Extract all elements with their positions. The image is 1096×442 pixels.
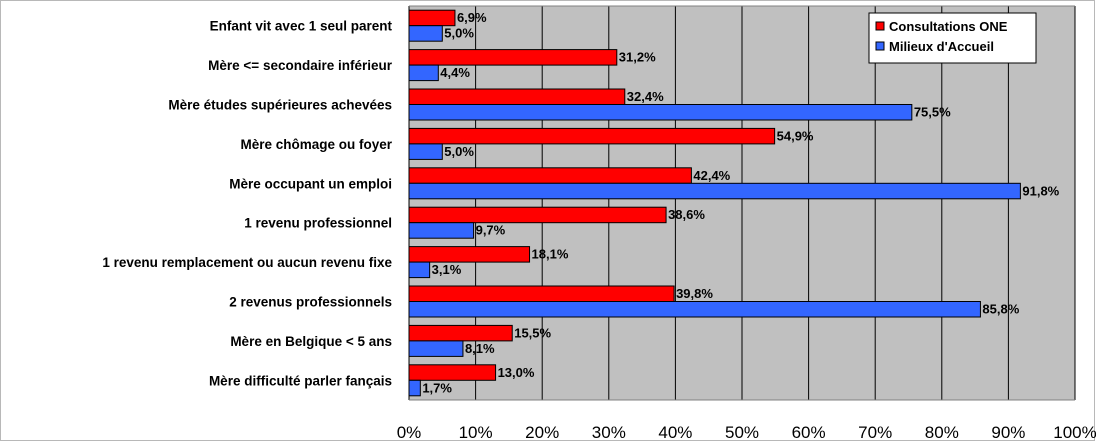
data-label: 4,4% [440,65,470,80]
x-tick-label: 50% [725,423,759,442]
data-label: 42,4% [693,168,730,183]
x-tick-label: 10% [459,423,493,442]
category-label: Mère occupant un emploi [229,176,392,191]
category-label: Mère <= secondaire inférieur [208,58,393,73]
bar-milieux-accueil [408,222,475,239]
data-label: 1,7% [422,380,452,395]
bar-consultations-one [408,364,497,381]
bar-milieux-accueil [408,182,1021,200]
legend-entry: Consultations ONE [889,19,1008,34]
category-label: Mère difficulté parler fançais [209,373,392,388]
x-tick-label: 0% [397,423,422,442]
bar-consultations-one [408,127,776,145]
legend-box [868,12,1037,64]
x-tick-label: 30% [592,423,626,442]
category-label: Enfant vit avec 1 seul parent [210,19,393,34]
bar-milieux-accueil [408,340,464,357]
x-tick-label: 100% [1053,423,1096,442]
data-label: 54,9% [777,128,814,143]
bar-milieux-accueil [408,301,981,318]
bar-milieux-accueil [408,104,913,121]
bars: 6,9%5,0%31,2%4,4%32,4%75,5%54,9%5,0%42,4… [408,9,1060,397]
data-label: 8,1% [465,341,495,356]
bar-consultations-one [408,324,513,342]
category-labels: Enfant vit avec 1 seul parent Mère <= sec… [102,19,392,389]
data-label: 85,8% [982,302,1019,317]
bar-milieux-accueil [408,143,443,160]
bar-consultations-one [408,246,531,263]
legend-entry: Milieux d'Accueil [889,39,994,54]
x-tick-label: 40% [658,423,692,442]
category-label: 2 revenus professionnels [229,295,392,310]
legend-swatch [875,41,885,51]
x-tick-label: 80% [925,423,959,442]
bar-consultations-one [408,88,626,105]
x-axis-tick-labels: 0% 10% 20% 30% 40% 50% 60% 70% 80% 90% 100% [397,423,1096,442]
category-label: Mère études supérieures achevées [168,98,392,113]
data-label: 91,8% [1022,183,1059,198]
data-label: 5,0% [444,26,474,41]
bar-consultations-one [408,9,456,27]
category-label: Mère chômage ou foyer [240,137,392,152]
x-tick-label: 20% [525,423,559,442]
data-label: 75,5% [914,105,951,120]
legend: Consultations ONE Milieux d'Accueil [868,12,1037,64]
data-label: 39,8% [676,286,713,301]
x-tick-label: 60% [792,423,826,442]
bar-milieux-accueil [408,64,439,82]
category-label: 1 revenu remplacement ou aucun revenu fi… [102,255,392,270]
bar-milieux-accueil [408,261,431,279]
data-label: 31,2% [619,50,656,65]
bar-consultations-one [408,285,675,302]
data-label: 6,9% [457,10,487,25]
bar-consultations-one [408,49,618,66]
data-label: 18,1% [532,247,569,262]
data-label: 32,4% [627,89,664,104]
bar-milieux-accueil [408,25,443,42]
category-label: Mère en Belgique < 5 ans [230,334,392,349]
x-tick-label: 70% [858,423,892,442]
data-label: 9,7% [476,223,506,238]
data-label: 38,6% [668,207,705,222]
bar-consultations-one [408,206,667,224]
legend-swatch [875,21,885,31]
category-label: 1 revenu professionnel [244,216,392,231]
data-label: 13,0% [498,365,535,380]
data-label: 15,5% [514,325,551,340]
x-tick-label: 90% [991,423,1025,442]
data-label: 3,1% [432,262,462,277]
bar-consultations-one [408,167,692,184]
bar-milieux-accueil [408,379,421,397]
data-label: 5,0% [444,144,474,159]
